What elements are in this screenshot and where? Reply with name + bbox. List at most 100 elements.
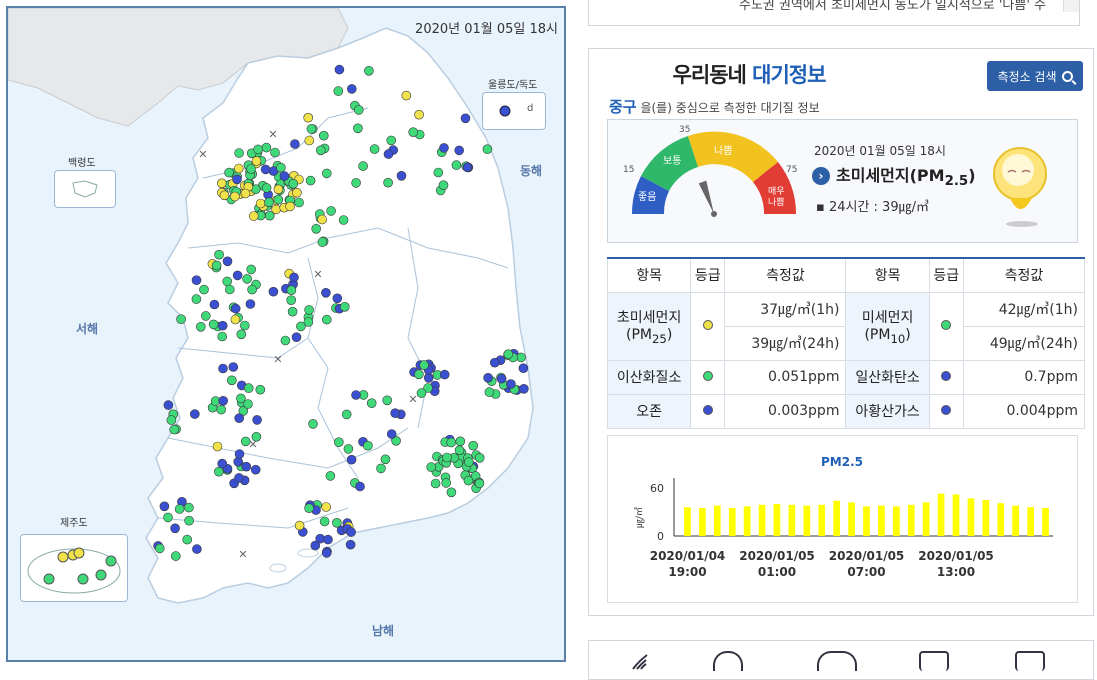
station-marker[interactable] (218, 363, 228, 374)
station-marker[interactable] (290, 139, 300, 149)
station-marker[interactable] (209, 299, 220, 310)
station-marker[interactable] (518, 363, 529, 374)
station-marker[interactable] (234, 148, 244, 158)
station-marker[interactable] (382, 395, 393, 406)
station-marker[interactable] (276, 162, 286, 173)
ulleung-inset[interactable]: d (482, 92, 546, 130)
monitor-icon[interactable] (1015, 651, 1045, 671)
station-marker[interactable] (171, 551, 181, 561)
station-marker[interactable] (184, 515, 194, 526)
station-marker[interactable] (321, 502, 332, 512)
station-marker[interactable] (169, 424, 179, 435)
station-marker[interactable] (251, 431, 262, 442)
station-marker[interactable] (346, 454, 357, 465)
station-marker[interactable] (321, 168, 332, 179)
station-marker[interactable] (332, 517, 342, 528)
station-marker[interactable] (286, 295, 297, 306)
station-marker[interactable] (246, 264, 256, 275)
station-marker[interactable] (317, 237, 328, 247)
station-marker[interactable] (246, 164, 256, 174)
station-marker[interactable] (446, 437, 457, 448)
station-marker[interactable] (346, 84, 357, 94)
station-marker[interactable] (216, 404, 226, 415)
station-marker[interactable] (217, 331, 227, 342)
station-marker[interactable] (230, 314, 241, 325)
station-marker[interactable] (240, 188, 251, 199)
station-marker[interactable] (315, 145, 326, 156)
station-marker[interactable] (332, 293, 343, 304)
station-marker[interactable] (201, 311, 211, 321)
station-marker[interactable] (391, 435, 401, 446)
station-marker[interactable] (224, 167, 234, 178)
gauge-pollutant[interactable]: › 초미세먼지(PM2.5) (812, 162, 976, 189)
station-marker[interactable] (255, 198, 266, 209)
station-marker[interactable] (386, 429, 397, 439)
station-marker[interactable] (484, 387, 495, 397)
station-marker[interactable] (351, 178, 361, 188)
station-marker[interactable] (166, 415, 177, 425)
station-marker[interactable] (306, 124, 317, 134)
station-marker[interactable] (279, 171, 290, 181)
station-marker[interactable] (225, 284, 235, 295)
station-marker[interactable] (184, 502, 194, 513)
station-marker[interactable] (191, 294, 202, 304)
notice-strip[interactable]: 수도권 권역에서 초미세먼지 농도가 일시적으로 '나쁨' 수 (588, 0, 1080, 26)
station-marker[interactable] (155, 543, 165, 554)
station-search-button[interactable]: 측정소 검색 (987, 61, 1083, 91)
station-marker[interactable] (423, 372, 434, 383)
jeju-inset[interactable] (20, 534, 128, 602)
station-marker[interactable] (182, 534, 192, 545)
station-marker[interactable] (343, 444, 354, 454)
station-offline-marker[interactable]: ✕ (408, 393, 417, 406)
station-offline-marker[interactable]: ✕ (238, 548, 247, 561)
station-marker[interactable] (401, 90, 412, 101)
station-marker[interactable] (222, 276, 232, 287)
station-offline-marker[interactable]: ✕ (273, 353, 282, 366)
station-marker[interactable] (506, 379, 516, 389)
station-marker[interactable] (261, 142, 272, 153)
station-marker[interactable] (333, 437, 344, 448)
station-marker[interactable] (232, 174, 242, 185)
station-marker[interactable] (243, 383, 254, 393)
station-marker[interactable] (383, 149, 394, 159)
station-marker[interactable] (364, 65, 374, 76)
station-marker[interactable] (338, 215, 349, 225)
station-marker[interactable] (159, 501, 170, 512)
station-marker[interactable] (489, 357, 500, 368)
station-marker[interactable] (455, 436, 466, 447)
station-marker[interactable] (304, 135, 315, 146)
station-marker[interactable] (369, 144, 380, 154)
station-marker[interactable] (321, 287, 331, 298)
station-marker[interactable] (294, 197, 304, 208)
station-marker[interactable] (321, 548, 332, 558)
station-marker[interactable] (234, 413, 244, 424)
station-marker[interactable] (292, 187, 302, 198)
station-marker[interactable] (345, 539, 356, 550)
station-marker[interactable] (304, 305, 314, 315)
station-marker[interactable] (442, 452, 452, 463)
station-marker[interactable] (214, 249, 224, 260)
district-name[interactable]: 중구 (609, 98, 637, 116)
station-marker[interactable] (321, 314, 332, 325)
station-marker[interactable] (294, 520, 305, 531)
station-marker[interactable] (333, 86, 344, 96)
station-marker[interactable] (416, 388, 427, 398)
station-marker[interactable] (474, 452, 485, 463)
signal-icon[interactable] (629, 651, 649, 671)
station-marker[interactable] (439, 369, 450, 380)
station-marker[interactable] (222, 256, 233, 267)
station-marker[interactable] (199, 284, 209, 295)
station-marker[interactable] (233, 456, 243, 467)
station-marker[interactable] (285, 201, 295, 212)
station-marker[interactable] (353, 105, 364, 115)
air-quality-map[interactable]: ✕ ✕ ✕ ✕ ✕ ✕ ✕ 2020년 01월 05일 18시 백령도 울릉도/독도 d 제… (6, 6, 566, 662)
station-marker[interactable] (414, 109, 424, 120)
location-icon[interactable] (713, 651, 743, 671)
station-marker[interactable] (251, 156, 262, 166)
station-marker[interactable] (214, 466, 224, 477)
station-marker[interactable] (230, 303, 241, 314)
station-marker[interactable] (211, 260, 222, 271)
station-marker[interactable] (319, 516, 330, 527)
station-marker[interactable] (260, 164, 271, 175)
station-marker[interactable] (286, 285, 297, 296)
